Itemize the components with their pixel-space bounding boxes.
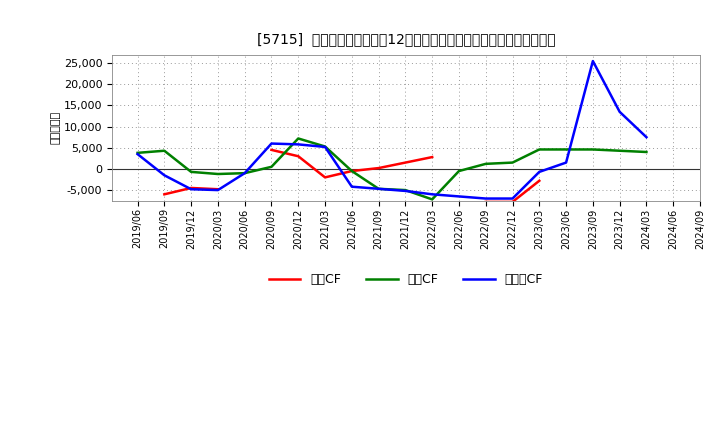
投資CF xyxy=(240,171,249,176)
フリーCF xyxy=(348,184,356,189)
フリーCF xyxy=(374,186,383,191)
営業CF xyxy=(535,178,544,183)
投資CF xyxy=(186,169,195,175)
投資CF xyxy=(294,136,302,141)
フリーCF xyxy=(186,187,195,192)
Line: 投資CF: 投資CF xyxy=(138,139,647,199)
Line: フリーCF: フリーCF xyxy=(138,61,647,198)
営業CF xyxy=(320,175,329,180)
営業CF xyxy=(482,199,490,205)
フリーCF xyxy=(401,188,410,194)
投資CF xyxy=(482,161,490,166)
フリーCF xyxy=(642,135,651,140)
投資CF xyxy=(588,147,597,152)
営業CF xyxy=(160,192,168,197)
投資CF xyxy=(428,197,436,202)
営業CF xyxy=(428,154,436,160)
フリーCF xyxy=(160,172,168,178)
フリーCF xyxy=(133,151,142,157)
フリーCF xyxy=(588,59,597,64)
営業CF xyxy=(267,147,276,153)
フリーCF xyxy=(562,160,570,165)
Title: [5715]  キャッシュフローの12か月移動合計の対前年同期増減額の推移: [5715] キャッシュフローの12か月移動合計の対前年同期増減額の推移 xyxy=(257,33,555,47)
フリーCF xyxy=(267,141,276,146)
営業CF xyxy=(508,199,517,205)
投資CF xyxy=(160,148,168,154)
フリーCF xyxy=(616,109,624,114)
投資CF xyxy=(401,187,410,193)
営業CF xyxy=(374,165,383,171)
投資CF xyxy=(374,186,383,191)
投資CF xyxy=(267,164,276,169)
フリーCF xyxy=(240,171,249,176)
投資CF xyxy=(508,160,517,165)
営業CF xyxy=(642,150,651,155)
フリーCF xyxy=(535,169,544,175)
営業CF xyxy=(186,185,195,191)
フリーCF xyxy=(320,144,329,150)
投資CF xyxy=(348,169,356,174)
営業CF xyxy=(348,169,356,174)
営業CF xyxy=(294,154,302,159)
Legend: 営業CF, 投資CF, フリーCF: 営業CF, 投資CF, フリーCF xyxy=(264,268,548,291)
Line: 営業CF: 営業CF xyxy=(164,78,647,202)
投資CF xyxy=(562,147,570,152)
Y-axis label: （百万円）: （百万円） xyxy=(51,111,61,144)
営業CF xyxy=(214,187,222,192)
投資CF xyxy=(616,148,624,154)
投資CF xyxy=(214,171,222,176)
営業CF xyxy=(401,160,410,165)
投資CF xyxy=(535,147,544,152)
投資CF xyxy=(320,144,329,149)
フリーCF xyxy=(508,196,517,201)
フリーCF xyxy=(454,194,463,199)
フリーCF xyxy=(214,187,222,193)
フリーCF xyxy=(482,196,490,201)
営業CF xyxy=(588,75,597,81)
投資CF xyxy=(454,169,463,174)
フリーCF xyxy=(294,142,302,147)
投資CF xyxy=(642,149,651,154)
フリーCF xyxy=(428,192,436,197)
投資CF xyxy=(133,150,142,155)
